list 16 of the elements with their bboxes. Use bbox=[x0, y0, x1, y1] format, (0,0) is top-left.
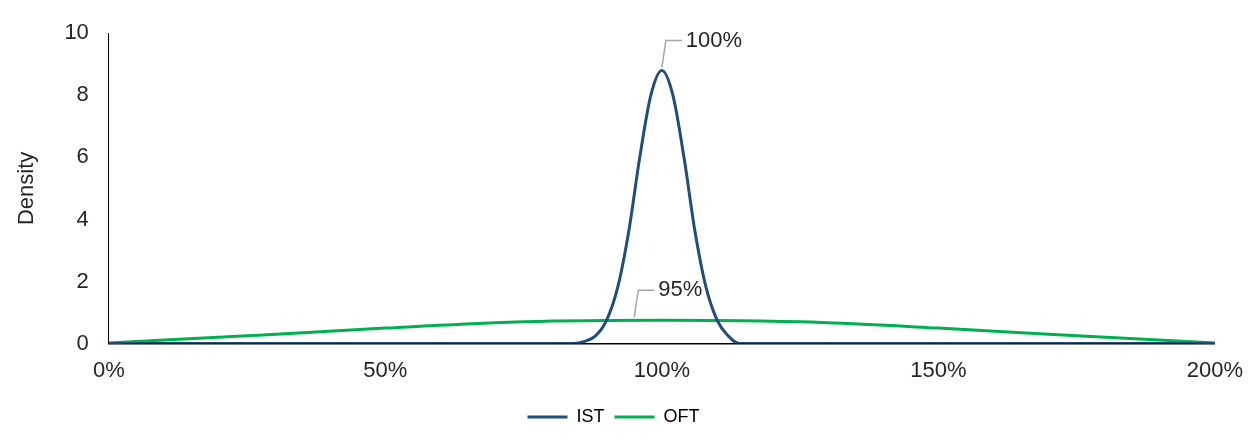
annotation: 100% bbox=[685, 26, 743, 52]
y-tick-label: 4 bbox=[76, 205, 89, 231]
legend-label: IST bbox=[576, 405, 605, 426]
y-tick-label: 6 bbox=[76, 143, 89, 169]
x-tick-label: 0% bbox=[92, 356, 125, 382]
y-tick-label: 8 bbox=[76, 81, 89, 107]
y-tick-label: 2 bbox=[76, 267, 89, 293]
x-tick-label: 100% bbox=[633, 356, 691, 382]
y-tick-label: 10 bbox=[64, 19, 89, 45]
y-axis-title: Density bbox=[13, 151, 39, 226]
x-tick-label: 200% bbox=[1186, 356, 1244, 382]
annotation: 95% bbox=[658, 276, 703, 302]
legend-label: OFT bbox=[663, 405, 700, 426]
x-tick-label: 150% bbox=[910, 356, 967, 382]
y-tick-label: 0 bbox=[76, 329, 89, 355]
x-tick-label: 50% bbox=[363, 356, 408, 382]
